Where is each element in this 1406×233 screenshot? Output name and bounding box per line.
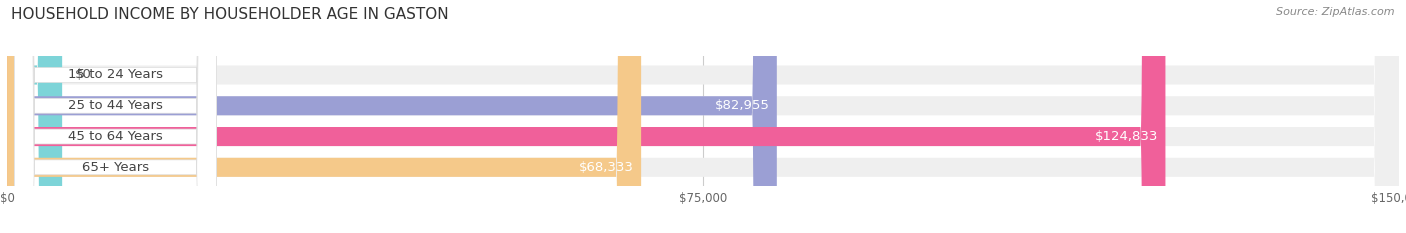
FancyBboxPatch shape bbox=[14, 0, 217, 233]
FancyBboxPatch shape bbox=[7, 0, 1166, 233]
FancyBboxPatch shape bbox=[14, 0, 217, 233]
Text: Source: ZipAtlas.com: Source: ZipAtlas.com bbox=[1277, 7, 1395, 17]
Text: 65+ Years: 65+ Years bbox=[82, 161, 149, 174]
Text: 25 to 44 Years: 25 to 44 Years bbox=[67, 99, 163, 112]
FancyBboxPatch shape bbox=[14, 0, 217, 233]
FancyBboxPatch shape bbox=[7, 0, 641, 233]
FancyBboxPatch shape bbox=[7, 0, 1399, 233]
Text: 15 to 24 Years: 15 to 24 Years bbox=[67, 69, 163, 82]
FancyBboxPatch shape bbox=[7, 0, 1399, 233]
Text: 45 to 64 Years: 45 to 64 Years bbox=[67, 130, 163, 143]
Text: $0: $0 bbox=[75, 69, 91, 82]
Text: $68,333: $68,333 bbox=[579, 161, 634, 174]
Text: $82,955: $82,955 bbox=[714, 99, 769, 112]
FancyBboxPatch shape bbox=[7, 0, 778, 233]
FancyBboxPatch shape bbox=[14, 0, 217, 233]
FancyBboxPatch shape bbox=[7, 0, 1399, 233]
FancyBboxPatch shape bbox=[7, 0, 1399, 233]
FancyBboxPatch shape bbox=[7, 0, 62, 233]
Text: HOUSEHOLD INCOME BY HOUSEHOLDER AGE IN GASTON: HOUSEHOLD INCOME BY HOUSEHOLDER AGE IN G… bbox=[11, 7, 449, 22]
Text: $124,833: $124,833 bbox=[1094, 130, 1159, 143]
